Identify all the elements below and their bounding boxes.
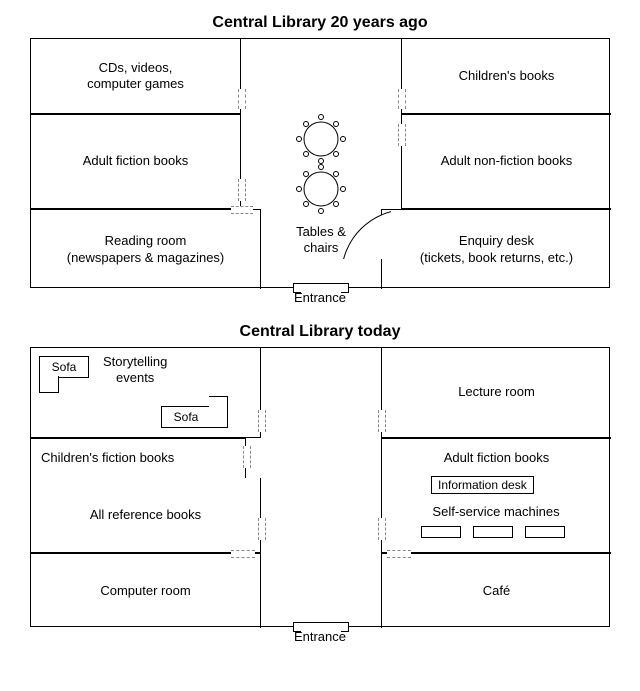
room-adult-fiction-label: Adult fiction books (83, 153, 189, 169)
room-computer: Computer room (31, 553, 261, 628)
room-lecture: Lecture room (381, 348, 611, 438)
tables-chairs-icon (281, 109, 361, 219)
floorplan-past: CDs, videos,computer games Children's bo… (30, 38, 610, 288)
machine-3 (525, 526, 565, 538)
information-desk-label: Information desk (438, 478, 527, 492)
room-children-label: Children's books (459, 68, 555, 84)
room-adult-fiction-now-label: Adult fiction books (444, 450, 550, 466)
door-lecture (378, 410, 386, 432)
room-enquiry: Enquiry desk(tickets, book returns, etc.… (381, 209, 611, 289)
entrance-now-label: Entrance (20, 629, 620, 644)
room-children: Children's books (401, 39, 611, 114)
machine-1 (421, 526, 461, 538)
door-allref (258, 518, 266, 540)
self-service-label: Self-service machines (401, 504, 591, 520)
sofa-1-label: Sofa (52, 360, 77, 374)
room-reading-label: Reading room(newspapers & magazines) (67, 233, 225, 266)
room-enquiry-label: Enquiry desk(tickets, book returns, etc.… (420, 233, 573, 266)
door-children-past (398, 89, 406, 109)
machine-2 (473, 526, 513, 538)
sofa-1: Sofa (39, 356, 89, 378)
room-adult-fiction: Adult fiction books (31, 114, 241, 209)
door-cds (238, 89, 246, 109)
room-computer-label: Computer room (100, 583, 190, 599)
door-reading (231, 206, 253, 214)
door-adult-fic-past (238, 179, 246, 201)
door-story (258, 410, 266, 432)
plan-past-title: Central Library 20 years ago (20, 14, 620, 32)
room-reading: Reading room(newspapers & magazines) (31, 209, 261, 289)
room-adult-nonfiction-label: Adult non-fiction books (441, 153, 573, 169)
room-children-fiction: Children's fiction books (31, 438, 246, 478)
door-child-fic (243, 446, 251, 468)
room-cds-label: CDs, videos,computer games (87, 60, 184, 93)
plan-now-title: Central Library today (20, 323, 620, 341)
door-cafe (387, 550, 411, 558)
room-cds: CDs, videos,computer games (31, 39, 241, 114)
door-computer (231, 550, 255, 558)
sofa-2: Sofa (161, 406, 211, 428)
room-lecture-label: Lecture room (458, 384, 535, 400)
room-all-reference: All reference books (31, 478, 261, 553)
room-cafe: Café (381, 553, 611, 628)
information-desk: Information desk (431, 476, 534, 494)
door-adult-non-past (398, 124, 406, 146)
door-selfarea (378, 518, 386, 540)
room-adult-fiction-now: Adult fiction books (381, 438, 611, 478)
sofa-2-arm (209, 396, 228, 428)
entrance-past-label: Entrance (20, 290, 620, 305)
room-cafe-label: Café (483, 583, 510, 599)
room-adult-nonfiction: Adult non-fiction books (401, 114, 611, 209)
room-all-reference-label: All reference books (90, 507, 201, 523)
floorplan-now: Storytellingevents Lecture room Children… (30, 347, 610, 627)
sofa-2-label: Sofa (174, 410, 199, 424)
tables-chairs-label: Tables &chairs (281, 224, 361, 257)
room-storytelling-label: Storytellingevents (103, 354, 167, 387)
sofa-1-arm (39, 376, 59, 393)
room-children-fiction-label: Children's fiction books (41, 450, 174, 466)
